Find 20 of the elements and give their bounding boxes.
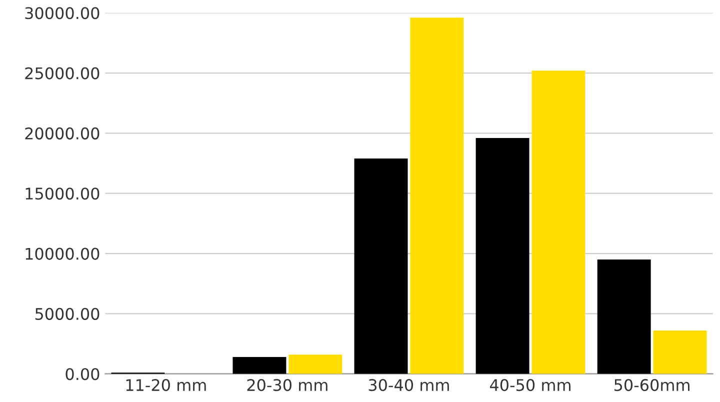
x-tick-label: 20-30 mm [247, 379, 328, 392]
y-tick-label: 15000.00 [26, 188, 100, 200]
y-tick-label: 5000.00 [35, 308, 100, 320]
y-tick-label: 20000.00 [25, 127, 100, 140]
bar [653, 330, 707, 374]
y-tick-label: 0.00 [66, 368, 100, 380]
bar [354, 158, 408, 374]
x-tick-label: 50-60mm [614, 379, 690, 392]
x-tick-label: 40-50 mm [490, 379, 570, 392]
bar [597, 260, 651, 374]
y-tick-label: 30000.00 [25, 7, 100, 20]
y-tick-label: 25000.00 [25, 67, 100, 80]
x-tick-label: 30-40 mm [368, 379, 449, 392]
bar [232, 357, 286, 374]
bar [288, 354, 342, 374]
bar [410, 18, 464, 374]
bar [476, 138, 530, 374]
y-tick-label: 10000.00 [26, 248, 100, 260]
x-tick-label: 11-20 mm [126, 379, 206, 392]
bar [532, 70, 586, 374]
